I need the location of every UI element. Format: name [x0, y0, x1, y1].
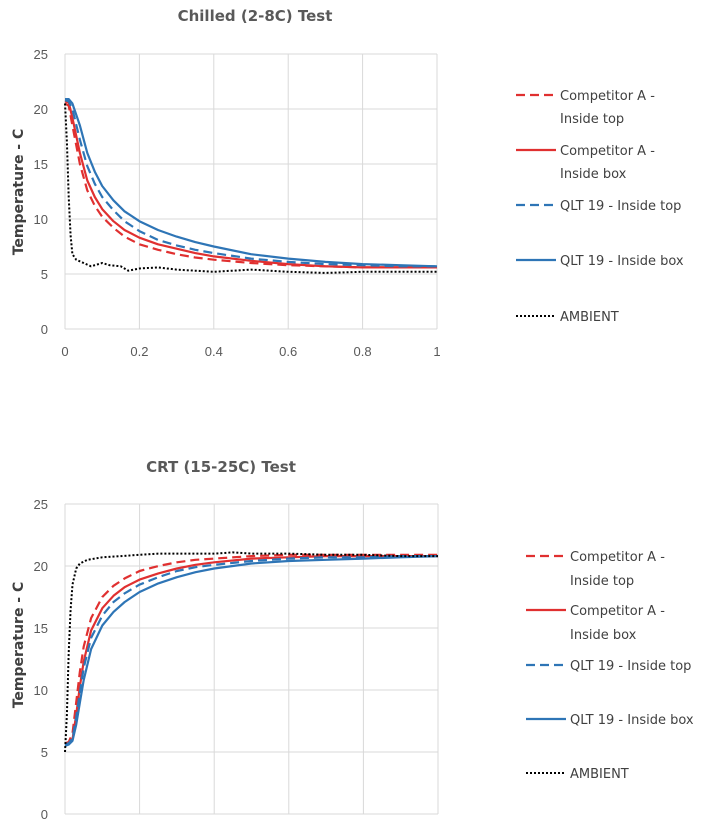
y-tick-label: 15: [34, 157, 48, 172]
y-tick-label: 5: [41, 267, 48, 282]
y-tick-label: 10: [34, 683, 48, 698]
series-line-4: [64, 551, 438, 753]
legend-label: Inside top: [560, 112, 624, 127]
y-axis-label: Temperature - C: [11, 582, 27, 709]
y-tick-label: 0: [41, 807, 48, 822]
series-line-3: [64, 555, 439, 747]
y-tick-label: 20: [34, 559, 48, 574]
chart-crt-test: CRT (15-25C) Test Temperature - C 0 5 10 15…: [11, 458, 694, 822]
legend-label: Inside box: [570, 628, 637, 643]
chart-title: CRT (15-25C) Test: [146, 458, 296, 476]
series-line-2: [64, 99, 437, 268]
series-line-1: [64, 554, 438, 746]
legend-label: Competitor A -: [560, 89, 655, 104]
legend-label: AMBIENT: [570, 767, 629, 782]
y-tick-label: 10: [34, 212, 48, 227]
legend-label: QLT 19 - Inside box: [570, 713, 694, 728]
legend-label: AMBIENT: [560, 310, 619, 325]
legend-label: Competitor A -: [570, 604, 665, 619]
y-tick-label: 5: [41, 745, 48, 760]
series-line-2: [64, 554, 438, 746]
y-tick-label: 15: [34, 621, 48, 636]
series-line-3: [65, 97, 438, 268]
series-line-4: [64, 103, 437, 274]
legend-label: Competitor A -: [570, 550, 665, 565]
y-axis-label: Temperature - C: [11, 129, 27, 256]
chart-chilled-test: Chilled (2-8C) Test Temperature - C 0510…: [11, 7, 684, 359]
x-tick-label: 0.4: [205, 344, 223, 359]
y-tick-label: 25: [34, 47, 48, 62]
y-tick-label: 0: [41, 322, 48, 337]
series-line-0: [64, 102, 437, 269]
x-tick-label: 0.2: [130, 344, 148, 359]
chart-title: Chilled (2-8C) Test: [178, 7, 333, 25]
x-tick-label: 0.6: [279, 344, 297, 359]
y-tick-label: 25: [34, 497, 48, 512]
legend-label: QLT 19 - Inside top: [560, 199, 681, 214]
legend-label: QLT 19 - Inside box: [560, 254, 684, 269]
x-tick-label: 0.8: [354, 344, 372, 359]
legend-label: Competitor A -: [560, 144, 655, 159]
y-tick-label: 20: [34, 102, 48, 117]
series-line-1: [64, 100, 437, 269]
legend-label: Inside box: [560, 167, 627, 182]
legend-label: Inside top: [570, 574, 634, 589]
series-line-0: [64, 553, 438, 745]
legend-label: QLT 19 - Inside top: [570, 659, 691, 674]
x-tick-label: 1: [433, 344, 440, 359]
x-tick-label: 0: [61, 344, 68, 359]
